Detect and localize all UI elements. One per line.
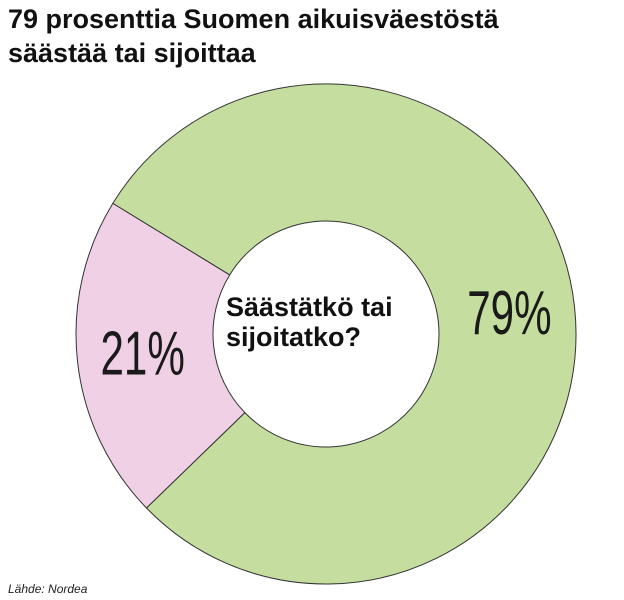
center-text: Säästätkö tai sijoitatko?	[226, 292, 393, 352]
chart-title: 79 prosenttia Suomen aikuisväestöstä sää…	[8, 4, 499, 68]
value-label: 21%	[100, 320, 184, 389]
slice	[112, 83, 577, 585]
value-label: 79%	[467, 279, 551, 348]
source: Lähde: Nordea	[8, 582, 88, 596]
slice	[75, 202, 246, 509]
